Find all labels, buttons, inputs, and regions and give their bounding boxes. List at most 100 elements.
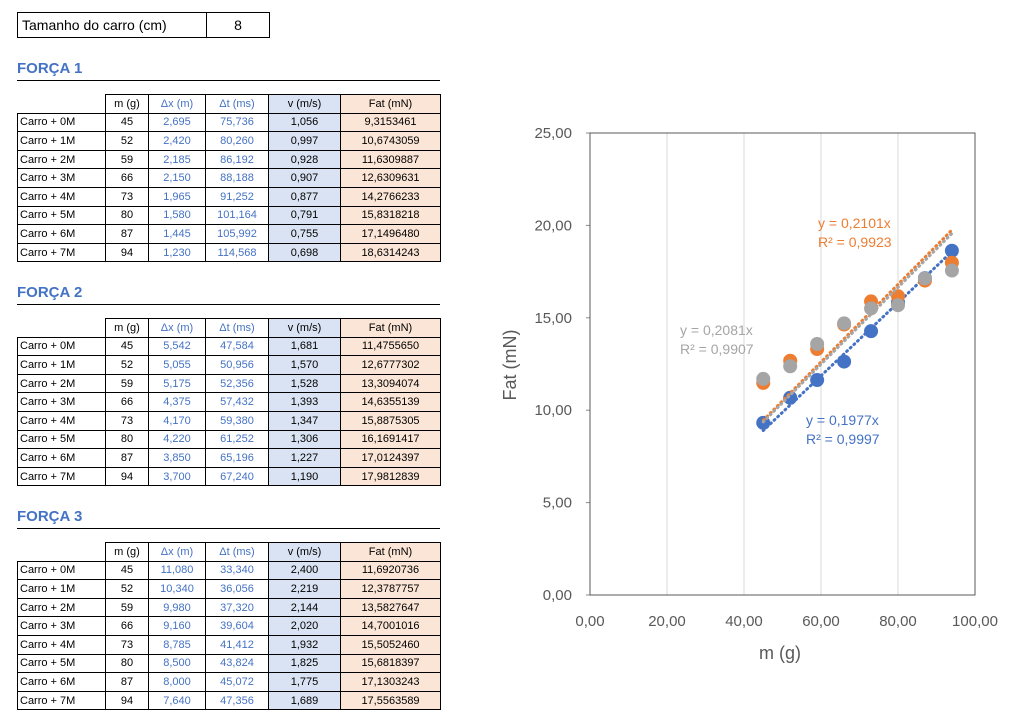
header-value: 8 <box>206 12 270 38</box>
cell: 8,500 <box>148 653 206 674</box>
cell: 57,432 <box>205 392 269 412</box>
cell: 0,877 <box>268 186 341 207</box>
cell: 9,980 <box>148 597 206 618</box>
section-title: FORÇA 2 <box>17 284 440 305</box>
data-row: Carro + 2M 59 5,175 52,356 1,528 13,3094074 <box>17 373 441 394</box>
cell: 2,219 <box>268 579 341 599</box>
data-table: m (g) Δx (m) Δt (ms) v (m/s) Fat (mN) Carro +… <box>17 542 441 711</box>
cell: 0,755 <box>268 224 341 244</box>
x-tick-label: 20,00 <box>648 613 686 630</box>
header-label: Tamanho do carro (cm) <box>17 12 207 38</box>
cell: 59 <box>105 373 149 394</box>
row-label: Carro + 3M <box>17 392 106 412</box>
header-row: m (g) Δx (m) Δt (ms) v (m/s) Fat (mN) <box>18 318 441 338</box>
cell: 1,689 <box>268 690 341 711</box>
cell: 66 <box>105 616 149 636</box>
column-header: Δx (m) <box>148 94 206 114</box>
cell: 45 <box>105 336 149 357</box>
column-header: Fat (mN) <box>340 94 441 114</box>
cell: 66 <box>105 168 149 188</box>
y-tick-label: 20,00 <box>534 217 572 234</box>
row-label: Carro + 4M <box>17 410 106 431</box>
data-row: Carro + 5M 80 4,220 61,252 1,306 16,1691417 <box>17 429 441 450</box>
cell: 1,932 <box>268 634 341 655</box>
cell: 94 <box>105 466 149 487</box>
cell: 66 <box>105 392 149 412</box>
cell: 11,6920736 <box>340 560 441 581</box>
row-label: Carro + 6M <box>17 224 106 244</box>
row-label: Carro + 5M <box>17 653 106 674</box>
x-tick-label: 80,00 <box>879 613 917 630</box>
cell: 15,6818397 <box>340 653 441 674</box>
data-row: Carro + 6M 87 8,000 45,072 1,775 17,1303243 <box>17 672 441 692</box>
cell: 17,5563589 <box>340 690 441 711</box>
y-axis-title: Fat (mN) <box>500 330 520 401</box>
cell: 4,375 <box>148 392 206 412</box>
row-label: Carro + 6M <box>17 672 106 692</box>
column-header: Δt (ms) <box>205 318 269 338</box>
x-tick-label: 0,00 <box>575 613 604 630</box>
cell: 47,356 <box>205 690 269 711</box>
cell: 1,570 <box>268 355 341 375</box>
header-table: Tamanho do carro (cm) 8 <box>17 12 270 38</box>
column-header: Fat (mN) <box>340 542 441 562</box>
cell: 87 <box>105 672 149 692</box>
cell: 17,9812839 <box>340 466 441 487</box>
cell: 1,306 <box>268 429 341 450</box>
row-label: Carro + 7M <box>17 242 106 263</box>
row-label: Carro + 2M <box>17 597 106 618</box>
row-label: Carro + 5M <box>17 205 106 226</box>
data-row: Carro + 4M 73 8,785 41,412 1,932 15,5052460 <box>17 634 441 655</box>
data-row: Carro + 7M 94 7,640 47,356 1,689 17,5563589 <box>17 690 441 711</box>
row-label: Carro + 4M <box>17 634 106 655</box>
cell: 7,640 <box>148 690 206 711</box>
data-point <box>917 271 932 286</box>
row-label: Carro + 4M <box>17 186 106 207</box>
cell: 16,1691417 <box>340 429 441 450</box>
cell: 10,340 <box>148 579 206 599</box>
cell: 45 <box>105 112 149 133</box>
data-point <box>756 371 771 386</box>
data-point <box>837 354 852 369</box>
y-tick-label: 0,00 <box>543 587 572 604</box>
cell: 37,320 <box>205 597 269 618</box>
cell: 45 <box>105 560 149 581</box>
row-label: Carro + 3M <box>17 616 106 636</box>
cell: 5,055 <box>148 355 206 375</box>
row-label: Carro + 6M <box>17 448 106 468</box>
cell: 1,230 <box>148 242 206 263</box>
cell: 67,240 <box>205 466 269 487</box>
y-tick-label: 15,00 <box>534 310 572 327</box>
cell: 61,252 <box>205 429 269 450</box>
cell: 2,695 <box>148 112 206 133</box>
row-label: Carro + 0M <box>17 336 106 357</box>
data-row: Carro + 6M 87 3,850 65,196 1,227 17,0124397 <box>17 448 441 468</box>
data-row: Carro + 4M 73 1,965 91,252 0,877 14,2766233 <box>17 186 441 207</box>
column-header: Δx (m) <box>148 542 206 562</box>
cell: 52,356 <box>205 373 269 394</box>
trendline-r2: R² = 0,9907 <box>680 341 754 357</box>
cell: 9,160 <box>148 616 206 636</box>
cell: 2,144 <box>268 597 341 618</box>
cell: 15,8318218 <box>340 205 441 226</box>
cell: 13,3094074 <box>340 373 441 394</box>
data-point <box>944 263 959 278</box>
cell: 17,0124397 <box>340 448 441 468</box>
cell: 80 <box>105 205 149 226</box>
data-table: m (g) Δx (m) Δt (ms) v (m/s) Fat (mN) Carro +… <box>17 94 441 263</box>
y-tick-label: 10,00 <box>534 402 572 419</box>
cell: 52 <box>105 355 149 375</box>
cell: 75,736 <box>205 112 269 133</box>
row-label: Carro + 7M <box>17 466 106 487</box>
data-row: Carro + 5M 80 8,500 43,824 1,825 15,6818397 <box>17 653 441 674</box>
cell: 94 <box>105 242 149 263</box>
data-point <box>864 324 879 339</box>
section: FORÇA 3 m (g) Δx (m) Δt (ms) v (m/s) Fat (mN)… <box>17 508 441 711</box>
cell: 80,260 <box>205 131 269 151</box>
cell: 1,056 <box>268 112 341 133</box>
trendline <box>761 232 954 424</box>
cell: 59 <box>105 597 149 618</box>
cell: 0,928 <box>268 149 341 170</box>
trendline-equation: y = 0,2101x <box>818 215 891 231</box>
